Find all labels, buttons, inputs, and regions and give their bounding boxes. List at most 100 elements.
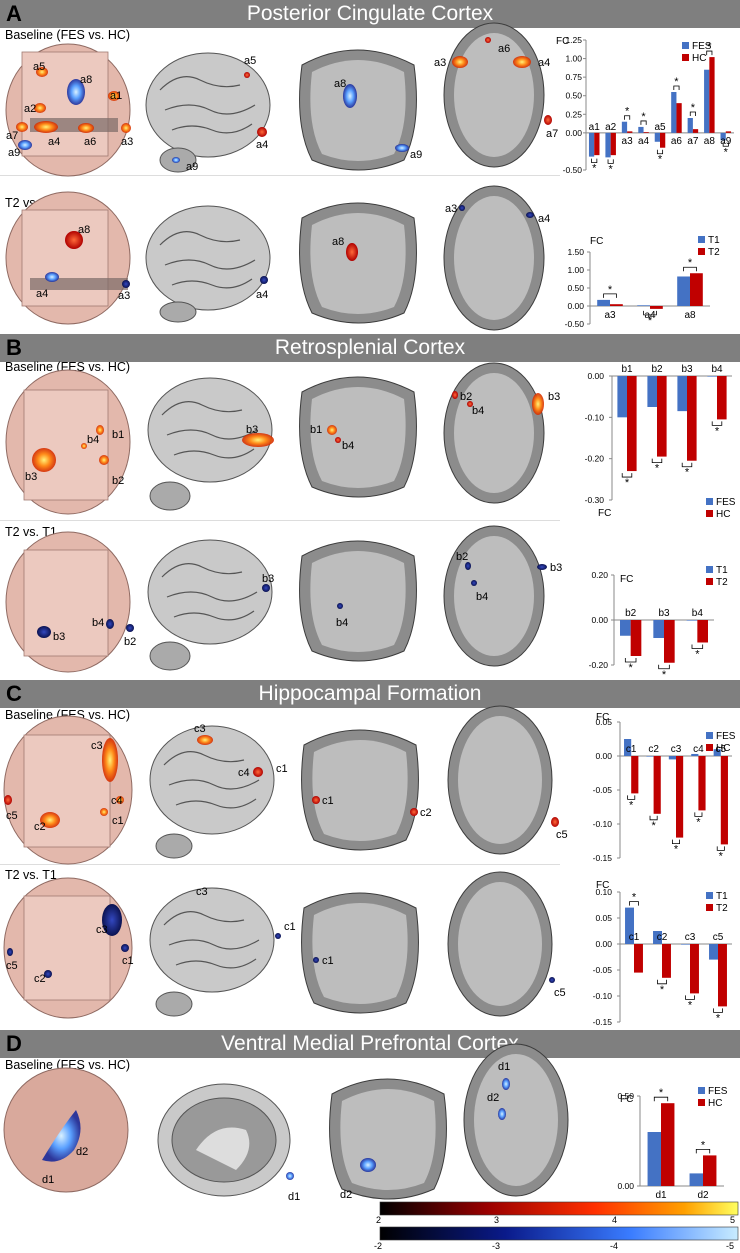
legend-label: T2 <box>716 903 728 914</box>
bar-fes-d1 <box>647 1132 661 1186</box>
category-label: d2 <box>697 1190 709 1201</box>
bar-t1-b3 <box>653 620 664 638</box>
y-tick-label: -0.10 <box>585 412 605 422</box>
legend-label: FES <box>716 731 736 742</box>
svg-text:c4: c4 <box>238 767 250 779</box>
significance-bracket <box>651 458 663 463</box>
category-label: a6 <box>671 136 683 147</box>
y-axis-label: FC <box>620 1094 633 1105</box>
y-tick-label: -0.05 <box>593 965 613 975</box>
y-tick-label: 0.00 <box>567 301 584 311</box>
svg-text:c4: c4 <box>111 795 123 807</box>
svg-text:c1: c1 <box>322 795 334 807</box>
bar-fes-d2 <box>689 1173 703 1186</box>
significance-star: * <box>715 425 720 437</box>
y-tick-label: 0.00 <box>587 371 604 381</box>
legend-swatch <box>706 578 713 585</box>
category-label: a4 <box>638 136 650 147</box>
svg-text:c1: c1 <box>276 763 288 775</box>
significance-star: * <box>629 662 634 674</box>
bar-fes-c3 <box>668 756 676 760</box>
significance-star: * <box>716 1012 721 1024</box>
y-axis-label: FC <box>596 880 609 891</box>
bar-hc-a5 <box>660 132 666 148</box>
svg-text:a6: a6 <box>498 43 510 55</box>
svg-text:b4: b4 <box>342 440 354 452</box>
category-label: b1 <box>621 364 633 375</box>
svg-text:a9: a9 <box>8 147 20 159</box>
svg-text:a5: a5 <box>33 61 45 73</box>
svg-text:c2: c2 <box>34 973 46 985</box>
legend-label: FES <box>708 1086 728 1097</box>
bar-fes-a2 <box>605 132 611 158</box>
y-tick-label: -0.05 <box>593 785 613 795</box>
bar-fes-a8 <box>704 69 710 133</box>
svg-text:c1: c1 <box>322 955 334 967</box>
svg-text:a4: a4 <box>36 288 48 300</box>
significance-star: * <box>707 41 712 53</box>
panel-letter: C <box>6 681 22 706</box>
svg-text:b2: b2 <box>112 475 124 487</box>
svg-text:c5: c5 <box>6 810 18 822</box>
svg-text:c2: c2 <box>420 807 432 819</box>
svg-text:b3: b3 <box>246 424 258 436</box>
bar-hc-a8 <box>709 57 715 133</box>
svg-text:c1: c1 <box>284 921 296 933</box>
bar-hc-b2 <box>657 376 667 457</box>
svg-text:c3: c3 <box>91 740 103 752</box>
significance-bracket <box>713 1008 723 1013</box>
colorbar-positive <box>379 1201 739 1216</box>
y-tick-label: -0.10 <box>593 991 613 1001</box>
significance-star: * <box>701 1139 706 1151</box>
significance-bracket <box>673 85 680 90</box>
legend-label: T1 <box>708 235 720 246</box>
panel-d-header: D Ventral Medial Prefrontal Cortex <box>0 1030 740 1058</box>
significance-star: * <box>625 477 630 489</box>
category-label: b2 <box>651 364 663 375</box>
colorbar-negative <box>379 1226 739 1241</box>
significance-star: * <box>632 892 637 904</box>
y-tick-label: 0.10 <box>595 887 612 897</box>
y-tick-label: -0.50 <box>565 319 585 329</box>
significance-bracket <box>629 901 639 906</box>
y-tick-label: 0.75 <box>565 72 582 82</box>
y-tick-label: -0.10 <box>593 819 613 829</box>
y-axis-label: FC <box>596 712 609 723</box>
y-tick-label: 0.05 <box>595 717 612 727</box>
y-tick-label: 0.00 <box>591 615 608 625</box>
bar-t2-a3 <box>610 304 623 306</box>
bar-hc-a7 <box>692 129 699 133</box>
svg-text:a3: a3 <box>118 290 130 302</box>
bar-fes-c5 <box>713 749 721 756</box>
bar-t2-c3 <box>690 944 699 994</box>
bar-hc-c2 <box>653 756 661 814</box>
bar-t2-c2 <box>662 944 671 978</box>
svg-text:a4: a4 <box>538 57 550 69</box>
bar-hc-b3 <box>687 376 697 461</box>
significance-bracket <box>685 995 695 1000</box>
svg-text:a2: a2 <box>24 103 36 115</box>
y-tick-label: -0.15 <box>593 1017 613 1027</box>
y-tick-label: 1.50 <box>567 247 584 257</box>
bar-t2-b4 <box>697 620 708 643</box>
significance-bracket <box>649 815 658 821</box>
svg-text:b2: b2 <box>460 391 472 403</box>
svg-text:b4: b4 <box>336 617 348 629</box>
significance-bracket <box>607 159 614 164</box>
svg-text:b4: b4 <box>87 434 99 446</box>
category-label: c5 <box>713 932 724 943</box>
significance-star: * <box>688 257 693 269</box>
category-label: a8 <box>684 310 696 321</box>
svg-text:c5: c5 <box>556 829 568 841</box>
bar-hc-a6 <box>676 103 682 133</box>
panel-title: Ventral Medial Prefrontal Cortex <box>221 1032 519 1055</box>
significance-bracket <box>681 462 693 468</box>
svg-text:d1: d1 <box>288 1191 300 1203</box>
svg-text:c5: c5 <box>554 987 566 999</box>
bar-t2-a4 <box>650 306 663 309</box>
svg-text:a4: a4 <box>256 289 268 301</box>
significance-star: * <box>658 154 663 166</box>
y-tick-label: 1.00 <box>565 54 582 64</box>
bar-hc-c3 <box>676 756 684 838</box>
svg-text:a4: a4 <box>538 213 550 225</box>
